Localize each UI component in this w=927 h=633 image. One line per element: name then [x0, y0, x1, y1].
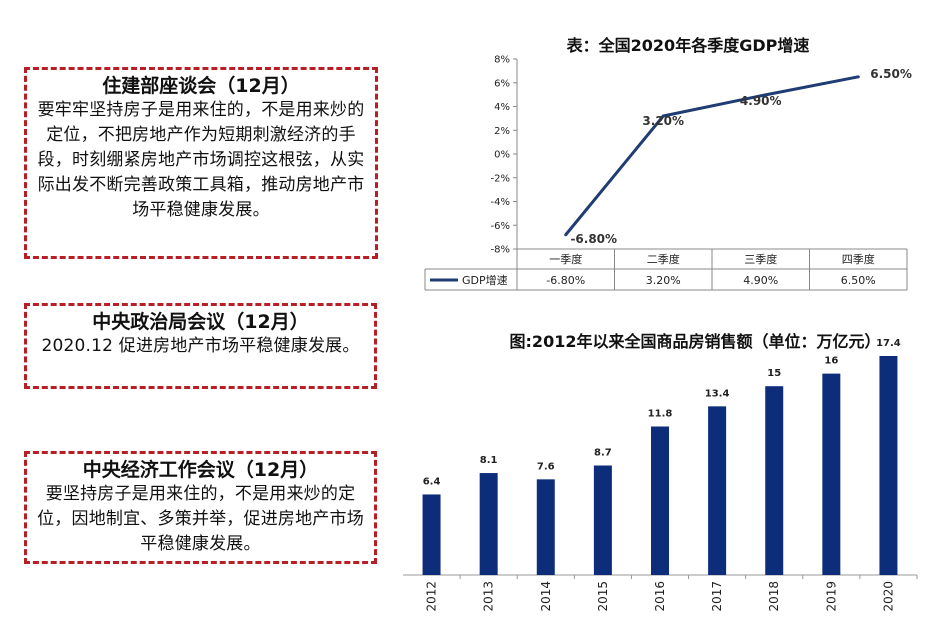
sales-value-label: 6.4 — [423, 476, 441, 487]
sales-value-label: 8.7 — [594, 448, 612, 459]
sales-year-label: 2016 — [653, 581, 667, 612]
gdp-y-tick-label: -8% — [491, 245, 510, 256]
sales-chart-title: 图:2012年以来全国商品房销售额（单位：万亿元） — [509, 332, 881, 351]
sales-year-label: 2019 — [824, 581, 838, 612]
gdp-y-tick-label: 6% — [494, 78, 510, 89]
sales-bar — [708, 406, 727, 575]
gdp-data-label: 3.20% — [642, 114, 684, 128]
sales-bar — [422, 494, 441, 575]
gdp-y-tick-label: -2% — [491, 173, 510, 184]
sales-year-label: 2012 — [425, 581, 439, 612]
sales-value-label: 15 — [767, 368, 781, 379]
gdp-chart-title: 表：全国2020年各季度GDP增速 — [566, 36, 810, 55]
sales-bar — [536, 479, 555, 575]
box-title: 中央政治局会议（12月） — [92, 311, 309, 333]
gdp-table-value: 3.20% — [646, 274, 681, 287]
policy-box-housing-ministry: 住建部座谈会（12月） 要牢牢坚持房子是用来住的，不是用来炒的定位，不把房地产作… — [24, 67, 378, 259]
gdp-y-tick-label: 0% — [494, 150, 510, 161]
gdp-point — [564, 233, 568, 237]
gdp-y-tick-label: -4% — [491, 197, 510, 208]
box-title: 中央经济工作会议（12月） — [82, 459, 319, 481]
sales-year-label: 2013 — [482, 581, 496, 612]
sales-value-label: 8.1 — [480, 455, 498, 466]
gdp-category-label: 三季度 — [744, 252, 777, 266]
sales-value-label: 13.4 — [705, 388, 730, 399]
gdp-y-tick-label: 2% — [494, 126, 510, 137]
sales-year-label: 2014 — [539, 581, 553, 612]
sales-bar — [651, 426, 669, 575]
sales-value-label: 17.4 — [876, 338, 901, 349]
gdp-legend-label: GDP增速 — [462, 273, 508, 287]
sales-year-label: 2020 — [881, 581, 895, 612]
gdp-y-tick-label: 8% — [494, 55, 510, 66]
sales-year-label: 2017 — [710, 581, 724, 612]
sales-bar — [765, 386, 784, 575]
gdp-category-label: 二季度 — [647, 252, 680, 266]
gdp-table-value: 4.90% — [743, 274, 778, 287]
box-body: 要坚持房子是用来住的，不是用来炒的定位，因地制宜、多策并举，促进房地产市场平稳健… — [37, 484, 364, 554]
sales-year-label: 2015 — [596, 581, 610, 612]
gdp-data-label: -6.80% — [570, 232, 617, 246]
gdp-table-value: 6.50% — [841, 274, 876, 287]
box-body: 2020.12 促进房地产市场平稳健康发展。 — [41, 336, 360, 356]
gdp-point — [856, 75, 860, 79]
gdp-data-label: 4.90% — [740, 94, 782, 108]
sales-value-label: 7.6 — [537, 461, 555, 472]
gdp-data-label: 6.50% — [870, 67, 912, 81]
gdp-table-value: -6.80% — [546, 274, 585, 287]
gdp-category-label: 四季度 — [842, 252, 875, 266]
sales-bar — [822, 373, 841, 575]
gdp-category-label: 一季度 — [549, 252, 582, 266]
policy-box-politburo: 中央政治局会议（12月） 2020.12 促进房地产市场平稳健康发展。 — [24, 303, 377, 389]
sales-value-label: 16 — [824, 356, 838, 367]
sales-bar — [479, 473, 498, 575]
box-title: 住建部座谈会（12月） — [102, 75, 300, 97]
gdp-point — [759, 94, 763, 98]
box-body: 要牢牢坚持房子是用来住的，不是用来炒的定位，不把房地产作为短期刺激经济的手段，时… — [37, 100, 365, 220]
sales-bar — [593, 465, 612, 575]
gdp-series-line — [564, 75, 859, 236]
sales-value-label: 11.8 — [648, 408, 673, 419]
policy-box-economic-conference: 中央经济工作会议（12月） 要坚持房子是用来住的，不是用来炒的定位，因地制宜、多… — [24, 451, 377, 564]
gdp-y-tick-label: -6% — [491, 221, 510, 232]
sales-bar — [879, 356, 898, 575]
gdp-y-tick-label: 4% — [494, 102, 510, 113]
gdp-point — [661, 114, 665, 118]
sales-year-label: 2018 — [767, 581, 781, 612]
